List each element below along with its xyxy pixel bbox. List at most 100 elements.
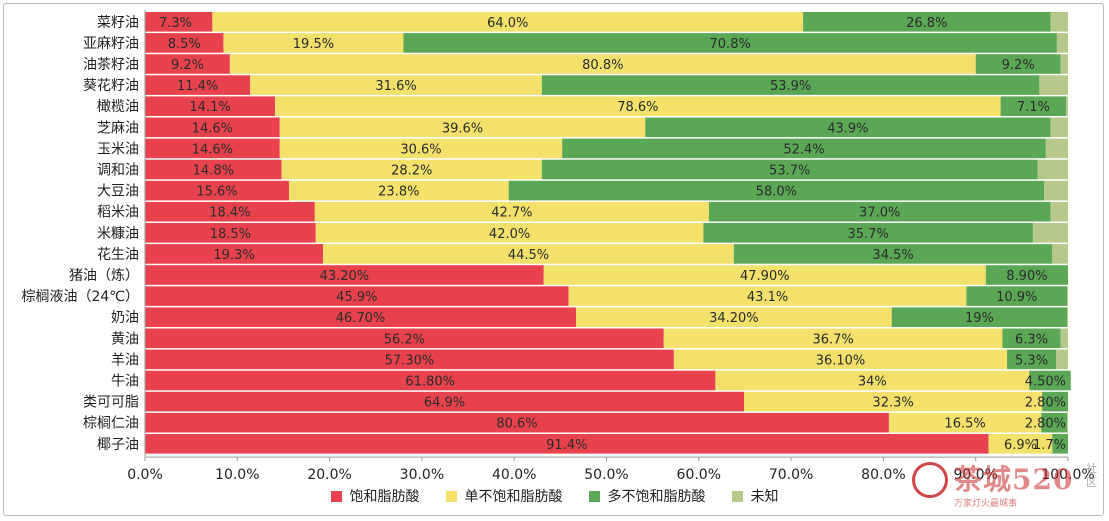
bar-segment <box>703 223 1033 243</box>
category-label: 猪油（炼） <box>69 268 139 284</box>
bar-segment <box>715 370 1030 391</box>
bar-segment <box>645 117 1051 138</box>
bar-segment <box>279 117 646 138</box>
data-label: 10.9% <box>996 290 1037 305</box>
bar-segment <box>145 328 664 349</box>
data-label: 14.6% <box>192 121 233 136</box>
bar-segment <box>1066 96 1068 116</box>
bar-segment <box>145 159 282 180</box>
data-label: 45.9% <box>336 290 377 305</box>
bar-segment <box>541 75 1040 95</box>
bar-segment <box>145 201 315 222</box>
bar-segment <box>1052 244 1068 264</box>
bar-segment <box>888 412 1042 433</box>
data-label: 11.4% <box>177 79 218 94</box>
bar-segment <box>1056 349 1068 370</box>
category-label: 调和油 <box>97 163 139 179</box>
bar-segment <box>975 54 1061 74</box>
bar-segment <box>250 75 542 95</box>
data-label: 18.4% <box>209 206 250 221</box>
data-label: 19.5% <box>293 37 334 52</box>
x-tick-label: 60.0% <box>677 467 721 483</box>
bar-segment <box>223 33 404 53</box>
category-label: 棕榈仁油 <box>83 416 139 432</box>
data-label: 80.6% <box>496 417 537 432</box>
bar-segment <box>145 412 889 433</box>
data-label: 8.5% <box>168 37 201 52</box>
bar-segment <box>229 54 976 74</box>
category-label: 米糠油 <box>97 225 139 242</box>
data-label: 44.5% <box>508 248 549 263</box>
data-label: 34% <box>858 375 887 390</box>
x-tick-label: 70.0% <box>769 467 813 483</box>
category-label: 橄榄油 <box>97 99 139 115</box>
bar-segment <box>1050 201 1068 222</box>
bar-segment <box>1037 159 1068 180</box>
x-tick-label: 30.0% <box>400 467 444 483</box>
bar-segment <box>1060 328 1068 349</box>
data-label: 4.50% <box>1025 375 1066 390</box>
bar-segment <box>145 180 289 201</box>
bar-segment <box>288 180 509 201</box>
x-tick-label: 100.0% <box>1041 467 1094 483</box>
bar-segment <box>1007 349 1057 370</box>
data-label: 52.4% <box>783 142 824 157</box>
x-tick-label: 90.0% <box>953 467 997 483</box>
category-label: 棕榈液油（24℃） <box>21 289 139 305</box>
category-label: 菜籽油 <box>97 15 139 31</box>
category-label: 油茶籽油 <box>83 57 139 73</box>
legend-swatch <box>588 490 600 502</box>
legend-swatch <box>445 490 457 502</box>
bar-segment <box>145 12 213 32</box>
bar-segment <box>1042 391 1068 412</box>
legend-label: 多不饱和脂肪酸 <box>607 489 706 505</box>
bar-segment <box>891 307 1068 327</box>
data-label: 1.7% <box>1033 438 1066 453</box>
data-label: 53.7% <box>769 164 810 179</box>
bar-segment <box>541 159 1038 180</box>
bar-segment <box>281 159 542 180</box>
bar-segment <box>1056 33 1068 53</box>
bar-segment <box>145 75 251 95</box>
bar-segment <box>985 265 1068 285</box>
bar-segment <box>145 138 280 159</box>
bar-segment <box>1045 138 1068 159</box>
x-tick-label: 80.0% <box>861 467 905 483</box>
bar-segment <box>145 223 316 243</box>
data-label: 36.10% <box>816 353 866 368</box>
bar-segment <box>562 138 1046 159</box>
legend-item: 未知 <box>731 486 779 506</box>
data-label: 42.0% <box>489 227 530 242</box>
category-label: 椰子油 <box>97 437 139 453</box>
data-label: 6.9% <box>1004 438 1037 453</box>
data-label: 9.2% <box>1002 58 1035 73</box>
data-label: 34.20% <box>709 311 759 326</box>
data-label: 64.0% <box>487 16 528 31</box>
bar-segment <box>145 349 674 370</box>
data-label: 70.8% <box>710 37 751 52</box>
data-label: 8.90% <box>1006 269 1047 284</box>
category-label: 黄油 <box>111 330 139 347</box>
data-label: 18.5% <box>210 227 251 242</box>
data-label: 14.1% <box>189 100 230 115</box>
data-label: 5.3% <box>1015 353 1048 368</box>
bar-segment <box>1041 412 1068 433</box>
category-label: 羊油 <box>111 352 139 368</box>
data-label: 14.8% <box>193 164 234 179</box>
legend: 饱和脂肪酸 单不饱和脂肪酸 多不饱和脂肪酸 未知 <box>0 486 1109 506</box>
category-label: 亚麻籽油 <box>83 36 139 52</box>
data-label: 46.70% <box>336 311 386 326</box>
bar-segment <box>279 138 563 159</box>
data-label: 64.9% <box>424 396 465 411</box>
bar-segment <box>803 12 1051 32</box>
bar-segment <box>145 54 230 74</box>
bar-segment <box>145 33 224 53</box>
bar-segment <box>508 180 1045 201</box>
category-label: 大豆油 <box>97 184 139 200</box>
bar-segment <box>733 244 1053 264</box>
bar-segment <box>145 434 989 454</box>
bar-segment <box>275 96 1001 116</box>
data-label: 43.20% <box>320 269 370 284</box>
bar-segment <box>663 328 1003 349</box>
bar-segment <box>543 265 986 285</box>
